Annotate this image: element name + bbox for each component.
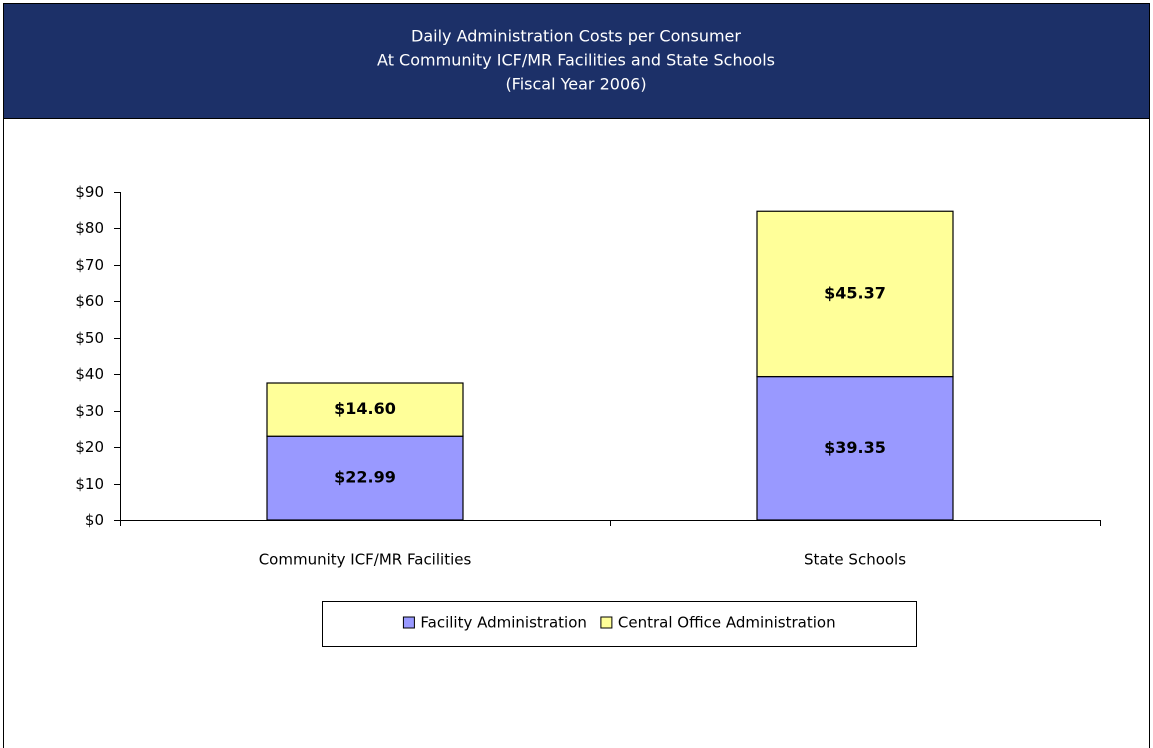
y-tick-label: $0 [85,511,104,529]
data-label: $39.35 [824,438,886,457]
y-tick-label: $30 [75,402,104,420]
data-label: $22.99 [334,468,396,487]
data-label: $45.37 [824,283,886,302]
y-tick-label: $80 [75,219,104,237]
y-tick-label: $90 [75,183,104,201]
bar-segment [756,375,954,521]
chart-title: At Community ICF/MR Facilities and State… [377,51,775,70]
y-tick-label: $70 [75,256,104,274]
y-tick-label: $50 [75,329,104,347]
legend-swatch [600,616,613,629]
y-tick-label: $20 [75,438,104,456]
data-label: $14.60 [334,399,396,418]
header-band [4,4,1149,118]
x-tick-label: State Schools [804,551,906,569]
chart-title: (Fiscal Year 2006) [505,75,646,94]
legend-label: Central Office Administration [618,614,836,632]
legend [322,601,917,647]
chart-title: Daily Administration Costs per Consumer [411,27,741,46]
bar-segment [266,382,464,437]
y-tick-label: $40 [75,365,104,383]
legend-swatch [402,616,415,629]
x-tick-label: Community ICF/MR Facilities [259,551,472,569]
bar-segment [266,435,464,521]
bar-segment [756,210,954,378]
y-tick-label: $60 [75,292,104,310]
legend-label: Facility Administration [420,614,586,632]
y-tick-label: $10 [75,475,104,493]
